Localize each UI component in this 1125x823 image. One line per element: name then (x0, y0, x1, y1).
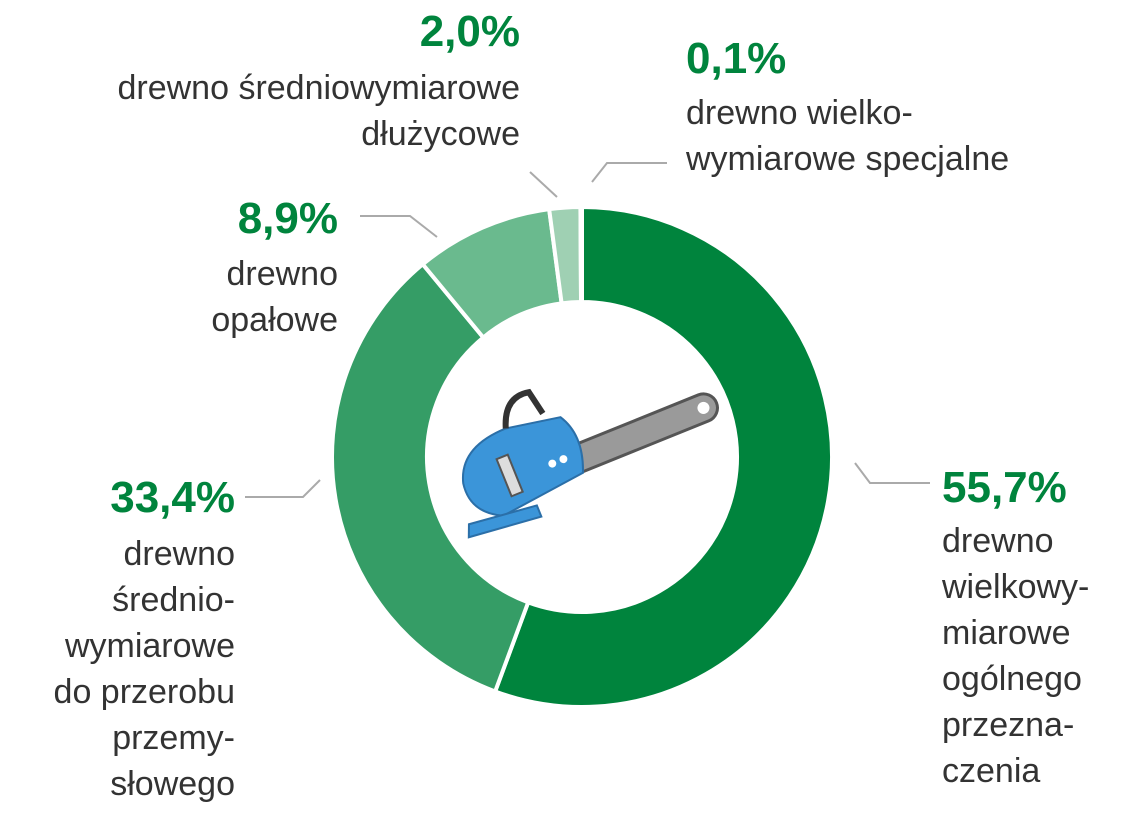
label-line: przemy- (112, 719, 235, 757)
label-line: przezna- (942, 706, 1074, 744)
label-line: do przerobu (54, 673, 235, 711)
category-label: drewno wielkowy-miarowe ogólnego przezna-cz… (941, 522, 1089, 790)
category-label: drewno wielko-wymiarowe specjalne (685, 94, 1009, 178)
value-label: 0,1% (686, 34, 786, 83)
slice (492, 204, 834, 709)
label-line: wymiarowe (64, 627, 235, 665)
leader-line (245, 479, 321, 498)
label-line: miarowe (942, 614, 1070, 652)
label-line: ogólnego (942, 660, 1082, 698)
label-line: dłużycowe (361, 115, 520, 153)
leader-line (360, 215, 438, 238)
category-label: drewno opałowe (211, 255, 338, 339)
chainsaw-icon (462, 388, 719, 539)
label-line: drewno (942, 522, 1054, 560)
label-line: drewno (226, 255, 338, 293)
slice (578, 204, 584, 305)
value-label: 8,9% (238, 194, 338, 243)
label-line: wymiarowe specjalne (685, 140, 1009, 178)
label-line: drewno (123, 535, 235, 573)
label-line: opałowe (211, 301, 338, 339)
label-line: średnio- (112, 581, 235, 619)
category-label: drewno średnio-wymiarowe do przerobu przemy… (54, 535, 235, 803)
category-label: drewno średniowymiarowe dłużycowe (117, 69, 520, 153)
label-line: wielkowy- (941, 568, 1089, 606)
value-label: 33,4% (110, 473, 235, 522)
value-label: 2,0% (420, 7, 520, 56)
label-line: drewno średniowymiarowe (117, 69, 520, 107)
value-label: 55,7% (942, 463, 1067, 512)
leader-line (529, 171, 558, 198)
label-line: czenia (942, 752, 1040, 790)
label-line: drewno wielko- (686, 94, 913, 132)
label-line: słowego (110, 765, 235, 803)
leader-line (591, 162, 667, 183)
slice (330, 261, 531, 695)
leader-line (854, 462, 930, 484)
